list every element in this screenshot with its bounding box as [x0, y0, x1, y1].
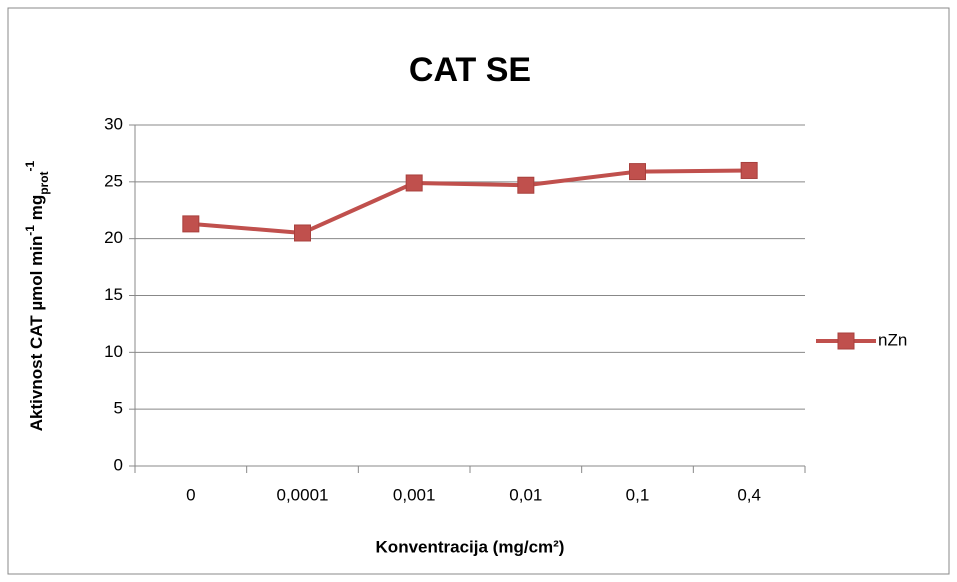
x-tick-label: 0: [186, 485, 195, 504]
y-tick-label: 15: [104, 285, 123, 304]
chart-border: [7, 7, 950, 575]
x-tick-label: 0,0001: [277, 485, 329, 504]
marker: [294, 224, 311, 242]
marker: [740, 161, 758, 179]
x-tick-label: 0,001: [393, 485, 436, 504]
marker: [629, 163, 646, 181]
y-axis-label: Aktivnost CAT µmol min-1 mgprot-1: [23, 160, 51, 431]
legend-label: nZn: [878, 330, 907, 349]
y-axis-label-part: prot: [37, 171, 51, 194]
y-tick-label: 10: [104, 342, 123, 361]
y-tick-label: 25: [104, 171, 123, 190]
y-tick-label: 5: [114, 399, 123, 418]
marker: [517, 176, 535, 194]
y-tick-label: 20: [104, 228, 123, 247]
x-tick-label: 0,4: [737, 485, 761, 504]
y-axis-label-part: -1: [23, 225, 37, 236]
marker: [182, 215, 200, 233]
marker: [405, 174, 423, 192]
x-tick-label: 0,01: [509, 485, 542, 504]
legend-marker: [837, 332, 855, 350]
y-axis-label-part: -1: [23, 160, 37, 171]
series-line: [190, 168, 750, 235]
y-axis-label-part: mg: [27, 195, 46, 225]
x-tick-label: 0,1: [626, 485, 650, 504]
y-tick-label: 30: [104, 114, 123, 133]
chart-title: CAT SE: [409, 51, 531, 89]
y-axis-label-part: Aktivnost CAT µmol min: [27, 236, 46, 432]
x-axis-label: Konventracija (mg/cm²): [376, 537, 565, 556]
y-tick-label: 0: [114, 455, 123, 474]
